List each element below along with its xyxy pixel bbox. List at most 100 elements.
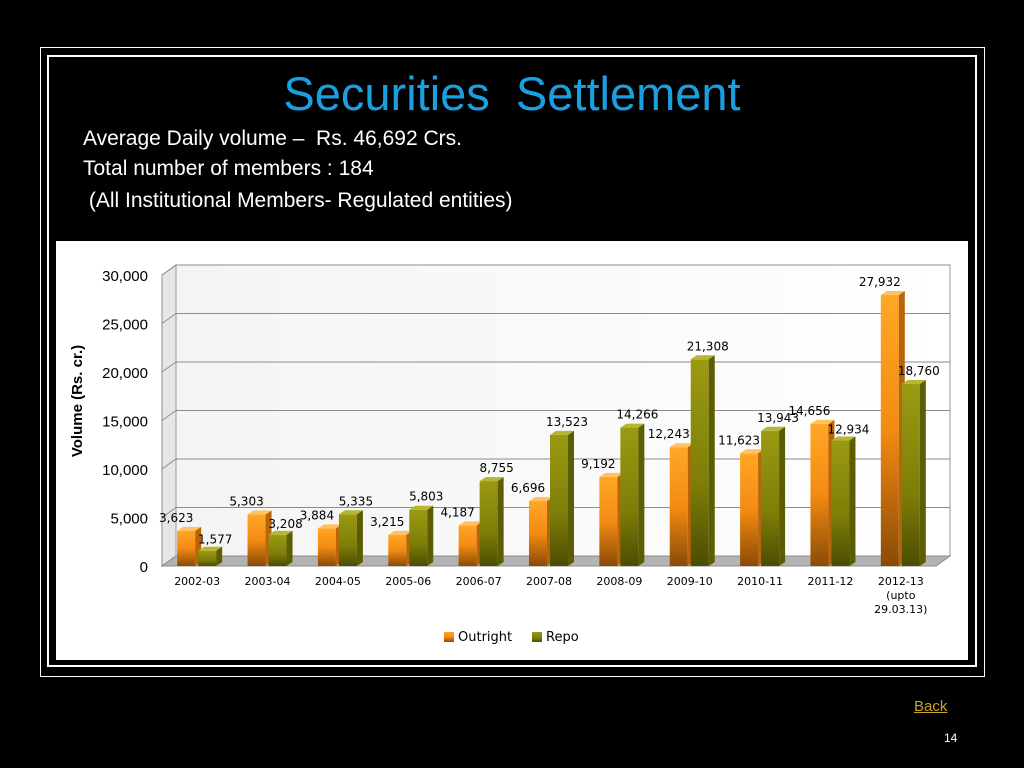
bar-repo-top <box>620 423 645 428</box>
data-label-repo: 18,760 <box>898 364 940 378</box>
bar-repo-side <box>356 510 363 566</box>
bar-outright <box>740 453 759 566</box>
bar-outright-top <box>669 443 694 448</box>
gridline <box>161 264 950 276</box>
legend-swatch-repo <box>532 632 542 642</box>
bar-repo-side <box>497 477 504 566</box>
legend-label-outright: Outright <box>458 630 512 645</box>
bar-outright-top <box>880 291 905 296</box>
members-note-line: (All Institutional Members- Regulated en… <box>83 189 513 212</box>
data-label-outright: 12,243 <box>648 427 690 441</box>
bar-repo <box>338 514 357 566</box>
data-label-repo: 8,755 <box>479 461 513 475</box>
x-tick-label: 29.03.13) <box>874 603 927 616</box>
data-label-repo: 12,934 <box>827 423 869 437</box>
x-tick-label: 2008-09 <box>596 575 642 588</box>
y-tick-label: 10,000 <box>102 462 148 479</box>
y-tick-label: 15,000 <box>102 414 148 431</box>
bar-repo-side <box>708 355 715 566</box>
x-tick-label: 2009-10 <box>667 575 713 588</box>
bar-repo <box>901 384 920 566</box>
bar-outright-top <box>529 497 553 502</box>
data-label-repo: 14,266 <box>616 408 658 422</box>
bar-repo-top <box>550 430 574 435</box>
data-label-outright: 3,884 <box>300 508 334 522</box>
data-label-repo: 21,308 <box>687 339 729 353</box>
bar-outright <box>317 528 336 566</box>
y-tick-label: 20,000 <box>102 365 148 382</box>
bar-outright <box>669 447 688 566</box>
bar-repo-side <box>427 505 434 566</box>
data-label-outright: 3,623 <box>159 511 193 525</box>
bar-repo-top <box>901 380 926 385</box>
bar-repo-side <box>849 436 856 566</box>
x-tick-label: 2011-12 <box>807 575 853 588</box>
bar-outright-top <box>740 449 765 454</box>
bar-repo-side <box>568 430 574 566</box>
bar-outright <box>247 514 266 566</box>
data-label-repo: 1,577 <box>198 533 232 547</box>
bar-outright <box>388 534 407 566</box>
bar-outright <box>529 501 547 566</box>
bar-outright-top <box>810 419 835 424</box>
y-tick-label: 0 <box>140 559 148 576</box>
bar-chart: 0 5,000 10,000 15,000 20,000 25,000 30,000 3,62… <box>69 264 952 645</box>
bar-repo-top <box>198 546 223 551</box>
y-axis-title: Volume (Rs. cr.) <box>69 345 86 457</box>
bar-repo <box>620 427 639 566</box>
bar-outright-top <box>317 524 342 529</box>
x-tick-label: 2005-06 <box>385 575 431 588</box>
x-tick-label: (upto <box>886 589 916 602</box>
x-tick-label: 2010-11 <box>737 575 783 588</box>
x-tick-label: 2004-05 <box>315 575 361 588</box>
data-label-repo: 5,335 <box>339 494 373 508</box>
back-link[interactable]: Back <box>914 698 948 715</box>
x-tick-label: 2002-03 <box>174 575 220 588</box>
data-label-outright: 3,215 <box>370 515 404 529</box>
slide-inner-border <box>47 55 977 667</box>
slide-title: Securities Settlement <box>283 67 741 120</box>
data-label-repo: 3,208 <box>268 517 302 531</box>
data-label-outright: 14,656 <box>788 404 830 418</box>
bar-repo <box>409 509 428 566</box>
members-count-line: Total number of members : 184 <box>83 157 374 180</box>
legend-swatch-outright <box>444 632 454 642</box>
page-number: 14 <box>944 731 958 745</box>
bar-outright-top <box>599 472 624 477</box>
data-label-repo: 13,943 <box>757 411 799 425</box>
bar-outright-top <box>247 510 272 515</box>
bar-outright <box>599 476 618 566</box>
bar-outright-top <box>458 521 483 526</box>
bar-repo <box>690 359 709 566</box>
data-label-outright: 27,932 <box>859 275 901 289</box>
y-tick-label: 5,000 <box>110 511 148 528</box>
bar-repo-top <box>761 426 786 431</box>
x-tick-label: 2012-13 <box>878 575 924 588</box>
bar-repo-top <box>268 530 293 535</box>
data-label-repo: 5,803 <box>409 490 443 504</box>
bar-repo-top <box>690 355 715 360</box>
bar-repo-side <box>286 530 293 566</box>
bar-repo-top <box>338 510 363 515</box>
bar-repo-side <box>919 380 926 566</box>
bar-repo <box>479 481 498 566</box>
bar-outright <box>880 295 899 566</box>
bar-outright <box>810 423 829 566</box>
bar-outright <box>177 530 196 566</box>
data-label-repo: 13,523 <box>546 415 588 429</box>
bar-repo-top <box>479 477 504 482</box>
x-tick-label: 2003-04 <box>245 575 291 588</box>
x-tick-label: 2007-08 <box>526 575 572 588</box>
bar-repo <box>198 550 217 566</box>
data-label-outright: 9,192 <box>581 457 615 471</box>
slide-outer-border <box>40 47 985 677</box>
gridline <box>161 313 950 324</box>
bar-outright-top <box>388 530 413 535</box>
bar-repo <box>761 430 780 566</box>
data-label-outright: 5,303 <box>229 495 263 509</box>
x-tick-label: 2006-07 <box>456 575 502 588</box>
data-label-outright: 6,696 <box>511 481 545 495</box>
data-label-outright: 4,187 <box>440 505 474 519</box>
bar-repo-side <box>779 426 786 566</box>
y-tick-label: 30,000 <box>102 268 148 285</box>
